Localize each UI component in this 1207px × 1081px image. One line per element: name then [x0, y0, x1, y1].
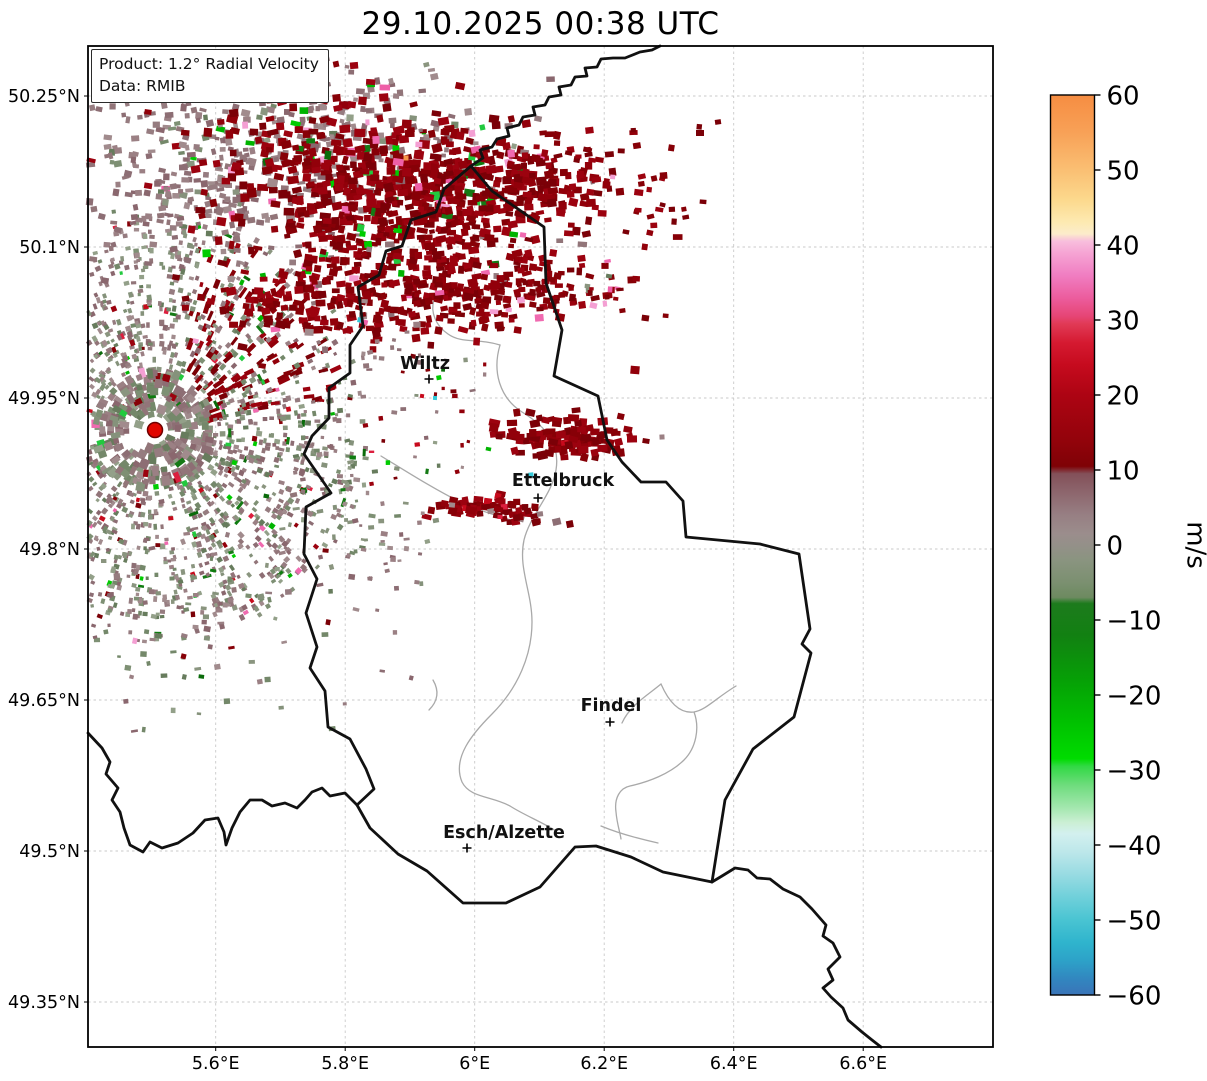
- city-label: Wiltz: [400, 354, 450, 374]
- city-label: Ettelbruck: [512, 471, 615, 491]
- country-borders: [86, 44, 883, 1049]
- axis-tick-labels: 5.6°E 5.8°E 6°E 6.2°E 6.4°E 6.6°E 50.25°N 50.1°…: [8, 87, 887, 1074]
- colorbar-gradient: [1049, 94, 1096, 996]
- y-tick-label: 49.35°N: [8, 993, 80, 1013]
- city-marker: [462, 843, 472, 853]
- y-tick-label: 49.8°N: [19, 540, 80, 560]
- colorbar: 60 50 40 30 20 10 0 −10 −20 −30 −40 −50 −60 m/s: [1049, 81, 1207, 1011]
- colorbar-tick-label: −30: [1107, 756, 1162, 786]
- colorbar-tick-label: −40: [1107, 831, 1162, 861]
- y-tick-label: 49.95°N: [8, 389, 80, 409]
- colorbar-tick-label: 20: [1107, 381, 1140, 411]
- data-source-line: Data: RMIB: [99, 77, 186, 96]
- city-marker: [605, 717, 615, 727]
- colorbar-tick-label: 30: [1107, 306, 1140, 336]
- product-info-box: Product: 1.2° Radial Velocity Data: RMIB: [91, 49, 329, 103]
- x-tick-label: 5.6°E: [192, 1054, 240, 1074]
- colorbar-unit-label: m/s: [1181, 521, 1207, 569]
- product-line: Product: 1.2° Radial Velocity: [99, 55, 319, 73]
- y-tick-label: 50.1°N: [19, 238, 80, 258]
- y-tick-label: 49.5°N: [19, 842, 80, 862]
- x-tick-label: 5.8°E: [321, 1054, 369, 1074]
- city-marker: [424, 374, 434, 384]
- x-tick-label: 6.2°E: [580, 1054, 628, 1074]
- y-tick-label: 50.25°N: [8, 87, 80, 107]
- x-tick-label: 6.6°E: [839, 1054, 887, 1074]
- colorbar-tick-label: −20: [1107, 681, 1162, 711]
- colorbar-tick-label: 50: [1107, 156, 1140, 186]
- city-marker: [533, 493, 543, 503]
- radar-velocity-field: [85, 54, 722, 733]
- colorbar-tick-label: −10: [1107, 606, 1162, 636]
- colorbar-tick-label: 40: [1107, 231, 1140, 261]
- x-tick-label: 6.4°E: [710, 1054, 758, 1074]
- city-label: Findel: [581, 696, 642, 716]
- colorbar-tick-label: −50: [1107, 906, 1162, 936]
- y-tick-label: 49.65°N: [8, 691, 80, 711]
- plot-frame: [87, 45, 994, 1048]
- city-label: Esch/Alzette: [443, 823, 565, 843]
- city-labels: Wiltz Ettelbruck Findel Esch/Alzette: [400, 354, 641, 853]
- colorbar-tick-label: 60: [1107, 81, 1140, 111]
- district-borders: [380, 299, 737, 844]
- radar-site-marker: [142, 417, 168, 443]
- x-tick-label: 6°E: [459, 1054, 490, 1074]
- colorbar-tick-label: 0: [1107, 531, 1124, 561]
- colorbar-tick-label: −60: [1107, 981, 1162, 1011]
- colorbar-tick-label: 10: [1107, 456, 1140, 486]
- figure-title: 29.10.2025 00:38 UTC: [361, 6, 720, 42]
